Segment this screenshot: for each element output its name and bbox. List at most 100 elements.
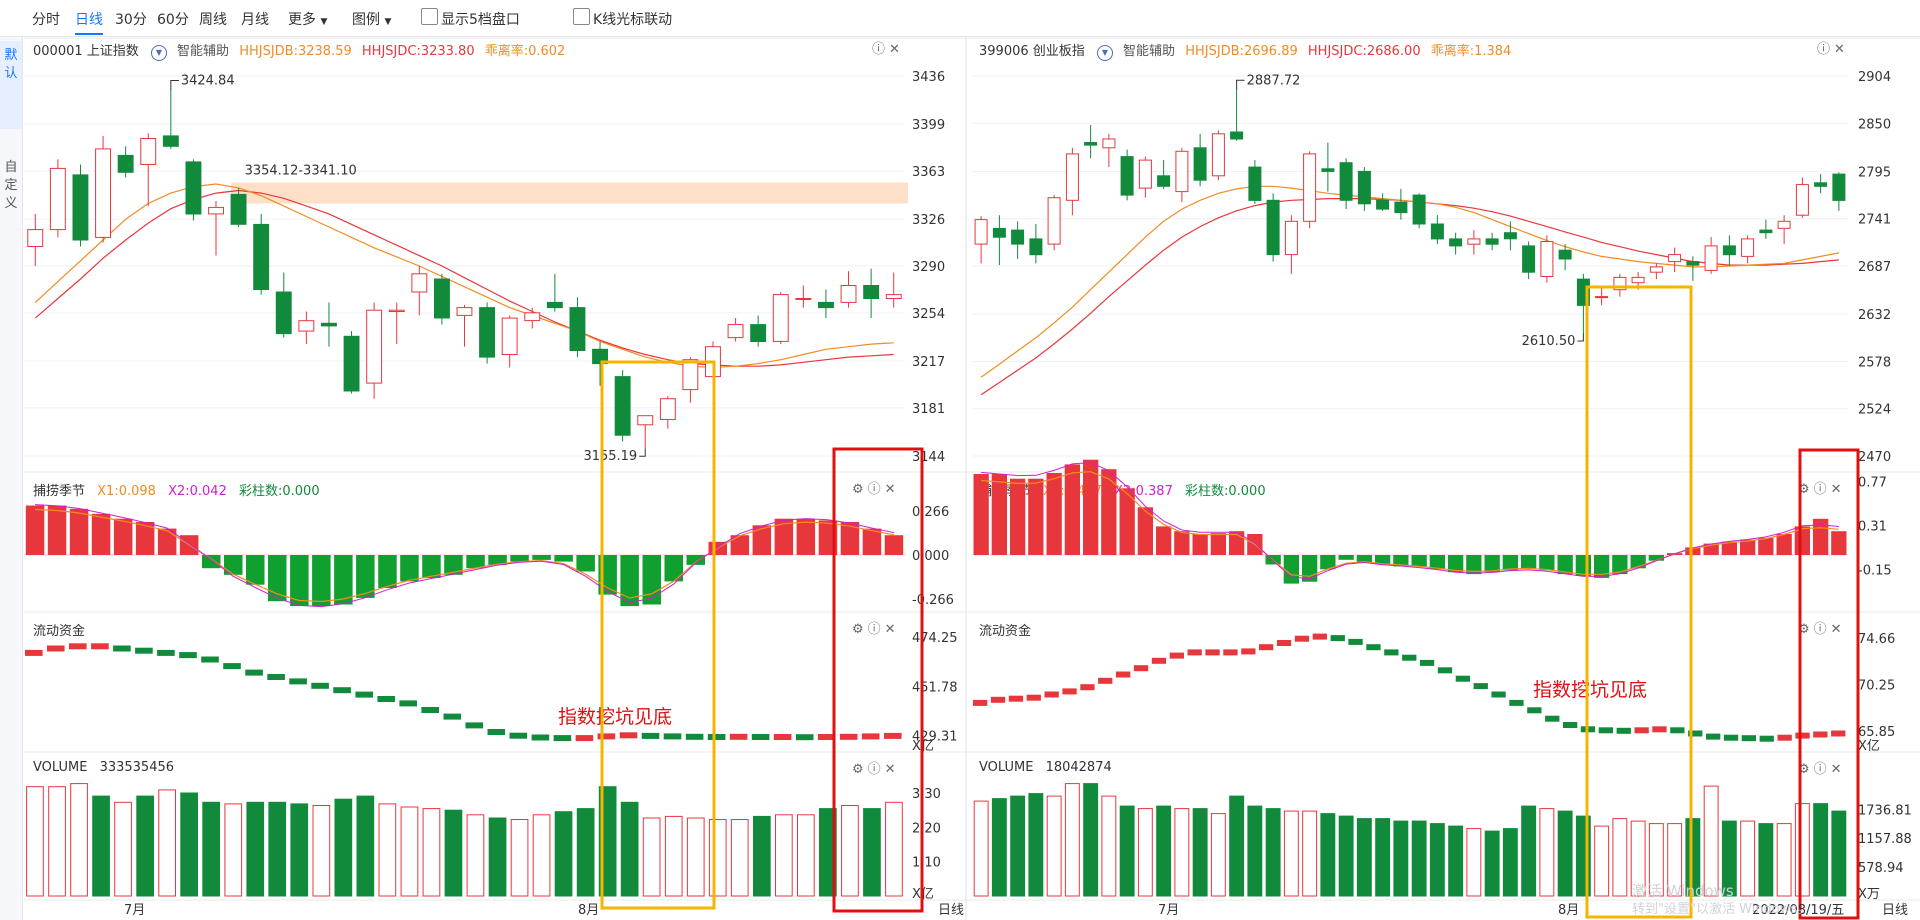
close-icon[interactable]: ✕ <box>884 482 900 497</box>
volume-bar <box>775 814 793 897</box>
high-marker <box>1236 79 1245 91</box>
candle-body <box>1613 276 1627 291</box>
close-icon[interactable]: ✕ <box>884 622 900 637</box>
close-icon[interactable]: ✕ <box>1830 762 1846 777</box>
volume-bar <box>1192 808 1208 897</box>
volume-bar <box>136 795 155 897</box>
volume-bar <box>1064 783 1080 897</box>
ind2-dash <box>531 734 550 741</box>
help-icon[interactable]: ⓘ <box>872 42 890 57</box>
volume-bar <box>708 819 727 897</box>
volume-bar <box>1156 805 1172 897</box>
right-ind1-x1: X1:0.487 <box>1043 484 1102 499</box>
volume-bar <box>290 803 309 897</box>
vol-unit-label: X万 <box>1858 887 1880 902</box>
tab-30min[interactable]: 30分 <box>115 12 147 28</box>
help-icon[interactable]: ⓘ <box>1813 622 1831 637</box>
tab-monthly[interactable]: 月线 <box>241 12 269 28</box>
price-tick-label: 2578 <box>1858 355 1891 370</box>
sidebar-tab-custom[interactable]: 自定义 <box>4 160 18 211</box>
right-code-name[interactable]: 399006 创业板指 <box>979 44 1085 59</box>
show-5-level-checkbox[interactable] <box>421 8 438 25</box>
candle-body <box>772 294 789 342</box>
help-icon[interactable]: ⓘ <box>1817 42 1835 57</box>
ind2-dash <box>729 733 748 740</box>
volume-bar <box>554 811 573 897</box>
help-icon[interactable]: ⓘ <box>867 482 885 497</box>
right-ind2-name: 流动资金 <box>979 624 1032 639</box>
tab-daily[interactable]: 日线 <box>75 9 103 35</box>
left-hhjsjdb: HHJSJDB:3238.59 <box>239 44 352 59</box>
settings-icon[interactable]: ⚙ <box>852 622 868 637</box>
ind2-dash <box>1795 732 1810 739</box>
left-ratio: 乖离率:0.602 <box>484 44 566 59</box>
ind2-dash <box>1044 691 1059 698</box>
left-code-name[interactable]: 000001 上证指数 <box>33 44 139 59</box>
chevron-down-icon[interactable]: ▼ <box>1096 45 1113 61</box>
volume-bar <box>1630 820 1646 897</box>
ind2-dash <box>1831 730 1846 737</box>
ind1-tick-label: -0.266 <box>912 593 954 608</box>
close-icon[interactable]: ✕ <box>884 762 900 777</box>
close-icon[interactable]: ✕ <box>1830 482 1846 497</box>
ind2-unit-label: X亿 <box>1858 739 1880 754</box>
candle-body <box>388 309 405 313</box>
chevron-down-icon[interactable]: ▼ <box>150 45 167 61</box>
volume-bar <box>1265 808 1281 897</box>
ind2-tick-label: 74.66 <box>1858 632 1895 647</box>
ind1-bar <box>1137 507 1153 555</box>
candle-body <box>1814 182 1828 187</box>
legend-menu[interactable]: 图例 ▼ <box>352 9 391 29</box>
ind1-tick-label: 0.000 <box>912 549 949 564</box>
volume-bar <box>1776 823 1792 897</box>
legend-label: 图例 <box>352 12 380 28</box>
price-tick-label: 3399 <box>912 118 945 133</box>
ind2-dash <box>69 643 87 650</box>
settings-icon[interactable]: ⚙ <box>1798 762 1814 777</box>
ind2-dash <box>311 682 329 689</box>
help-icon[interactable]: ⓘ <box>867 762 885 777</box>
right-assist-label[interactable]: 智能辅助 <box>1123 44 1176 59</box>
close-icon[interactable]: ✕ <box>1834 42 1849 57</box>
tab-60min[interactable]: 60分 <box>157 12 189 28</box>
settings-icon[interactable]: ⚙ <box>1798 482 1814 497</box>
ind2-dash <box>1759 735 1774 742</box>
candle-body <box>253 223 270 290</box>
help-icon[interactable]: ⓘ <box>1813 762 1831 777</box>
volume-bar <box>1411 820 1427 897</box>
volume-bar <box>1429 823 1445 897</box>
candle-body <box>1321 168 1335 172</box>
candle-body <box>885 294 902 300</box>
settings-icon[interactable]: ⚙ <box>852 482 868 497</box>
left-assist-label[interactable]: 智能辅助 <box>177 44 230 59</box>
settings-icon[interactable]: ⚙ <box>852 762 868 777</box>
candle-body <box>49 167 66 231</box>
left-ind1-icons: ⚙ⓘ✕ <box>852 478 900 497</box>
ind2-dash <box>1580 726 1596 733</box>
candle-body <box>705 346 721 378</box>
sidebar-tab-default[interactable]: 默认 <box>0 41 22 129</box>
close-icon[interactable]: ✕ <box>1830 622 1846 637</box>
close-icon[interactable]: ✕ <box>889 42 904 57</box>
ind2-dash <box>751 734 770 740</box>
candle-body <box>1065 153 1079 201</box>
candle-body <box>208 206 225 215</box>
ind2-dash <box>135 647 153 654</box>
help-icon[interactable]: ⓘ <box>1813 482 1831 497</box>
volume-bar <box>70 783 88 897</box>
candle-body <box>840 285 857 303</box>
tab-minute[interactable]: 分时 <box>32 12 60 28</box>
left-ind2-icons: ⚙ⓘ✕ <box>852 618 900 637</box>
candle-body <box>321 322 337 327</box>
ind2-dash <box>421 707 439 713</box>
help-icon[interactable]: ⓘ <box>867 622 885 637</box>
more-menu[interactable]: 更多 ▼ <box>288 9 327 29</box>
settings-icon[interactable]: ⚙ <box>1798 622 1814 637</box>
tab-weekly[interactable]: 周线 <box>199 12 227 28</box>
ind1-bar <box>1466 555 1482 575</box>
ind1-bar <box>1192 534 1208 555</box>
ind1-bar <box>1302 555 1318 582</box>
cursor-link-checkbox[interactable] <box>573 8 590 25</box>
ind1-bar <box>1594 555 1610 578</box>
